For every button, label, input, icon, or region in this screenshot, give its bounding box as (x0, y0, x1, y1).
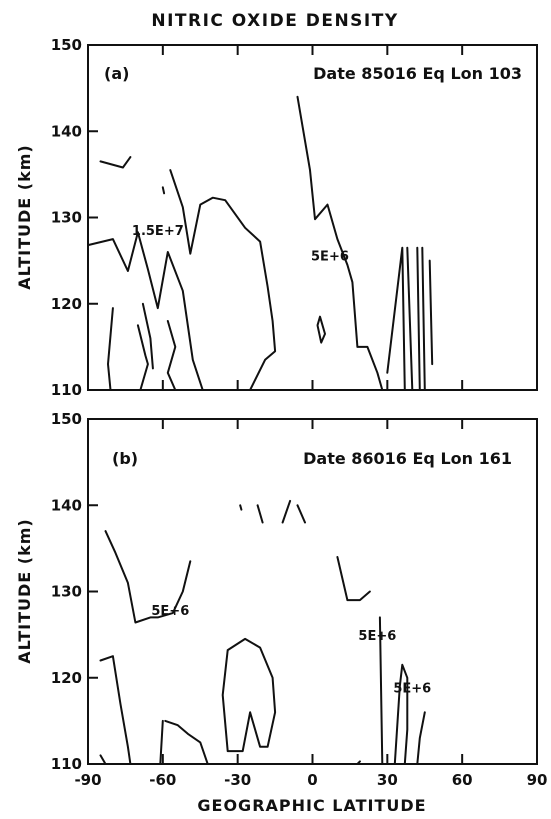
panel-a-y-tick-label: 140 (51, 122, 82, 140)
panel-a-contour-line (296, 95, 384, 391)
panel-b-contour-label: 5E+6 (358, 629, 396, 644)
panel-a-contour-labels: 1.5E+7 5E+6 (132, 224, 349, 265)
panel-b-y-tick-label: 140 (51, 496, 82, 514)
panel-b-y-tick-label: 130 (51, 583, 82, 601)
panel-a-y-tick-label: 110 (51, 381, 82, 399)
panel-a-contour-label: 1.5E+7 (132, 224, 184, 239)
panel-a-contour-line (136, 324, 149, 391)
panel-b-contour-line (393, 663, 409, 765)
panel-b-frame (87, 418, 538, 765)
panel-a-y-ticks: 110 120 130 140 150 (51, 36, 98, 399)
panel-a-contour-line (406, 246, 414, 391)
panel-a-x-ticks (87, 45, 538, 390)
panel-a-contour-line (421, 246, 426, 391)
panel-b-contour-line (256, 504, 264, 524)
panel-a: (a) Date 85016 Eq Lon 103 ALTITUDE (km) … (15, 36, 538, 399)
panel-a-contour-line (161, 186, 166, 195)
panel-b-contour-line (356, 760, 361, 765)
panel-a-frame (87, 44, 538, 391)
panel-b-subtitle: Date 86016 Eq Lon 161 (303, 449, 512, 468)
panel-a-y-tick-label: 120 (51, 295, 82, 313)
panel-a-label: (a) (104, 64, 129, 83)
panel-b-contour-label: 5E+6 (151, 604, 189, 619)
panel-b-contour-label: 5E+6 (393, 681, 431, 696)
panel-a-y-axis-title: ALTITUDE (km) (15, 144, 34, 289)
panel-b-contour-line (296, 504, 306, 524)
panel-b-y-tick-label: 120 (51, 669, 82, 687)
panel-b-contour-line (99, 655, 132, 765)
panel-a-contour-line (107, 307, 114, 391)
panel-a-y-tick-label: 130 (51, 209, 82, 227)
panel-b-contour-line (336, 556, 371, 602)
panel-b-y-axis-title: ALTITUDE (km) (15, 518, 34, 663)
panel-b-contour-line (378, 616, 384, 765)
panel-a-contour-line (428, 259, 434, 366)
panel-a-y-tick-label: 150 (51, 36, 82, 54)
panel-a-contour-line (169, 169, 277, 391)
x-tick-label: 0 (307, 771, 317, 789)
panel-a-contour-line (99, 156, 132, 169)
panel-a-contours (87, 95, 434, 391)
panel-a-contour-line (141, 302, 154, 370)
panel-b-contours (99, 499, 426, 765)
panel-a-contour-line (316, 315, 326, 344)
panel-a-contour-line (87, 231, 204, 391)
panel-a-contour-line (386, 246, 406, 391)
x-axis-title: GEOGRAPHIC LATITUDE (197, 796, 426, 815)
panel-a-contour-line (416, 246, 421, 391)
x-tick-label: -90 (74, 771, 101, 789)
panel-b-label: (b) (112, 449, 138, 468)
x-tick-labels: -90 -60 -30 0 30 60 90 (74, 771, 547, 789)
x-tick-label: -60 (149, 771, 176, 789)
panel-b-y-tick-label: 150 (51, 410, 82, 428)
panel-b-contour-labels: 5E+6 5E+6 5E+6 (151, 604, 431, 697)
x-tick-label: 60 (452, 771, 473, 789)
figure-title: NITRIC OXIDE DENSITY (151, 11, 398, 31)
panel-a-subtitle: Date 85016 Eq Lon 103 (313, 64, 522, 83)
panel-b-contour-line (164, 719, 209, 765)
panel-b-contour-line (221, 637, 277, 753)
panel-b-contour-line (416, 711, 426, 765)
panel-b-x-ticks (87, 419, 538, 764)
x-tick-label: 90 (527, 771, 548, 789)
panel-b-contour-line (239, 504, 243, 511)
panel-b: (b) Date 86016 Eq Lon 161 ALTITUDE (km) … (15, 410, 538, 773)
panel-b-contour-line (104, 530, 192, 624)
panel-a-contour-label: 5E+6 (311, 250, 349, 265)
panel-b-contour-line (281, 499, 292, 524)
panel-b-contour-line (159, 719, 164, 765)
panel-b-y-ticks: 110 120 130 140 150 (51, 410, 98, 773)
panel-b-contour-line (99, 754, 107, 765)
panel-a-contour-line (166, 320, 177, 391)
x-tick-label: -30 (224, 771, 251, 789)
x-tick-label: 30 (377, 771, 398, 789)
panel-b-y-tick-label: 110 (51, 755, 82, 773)
